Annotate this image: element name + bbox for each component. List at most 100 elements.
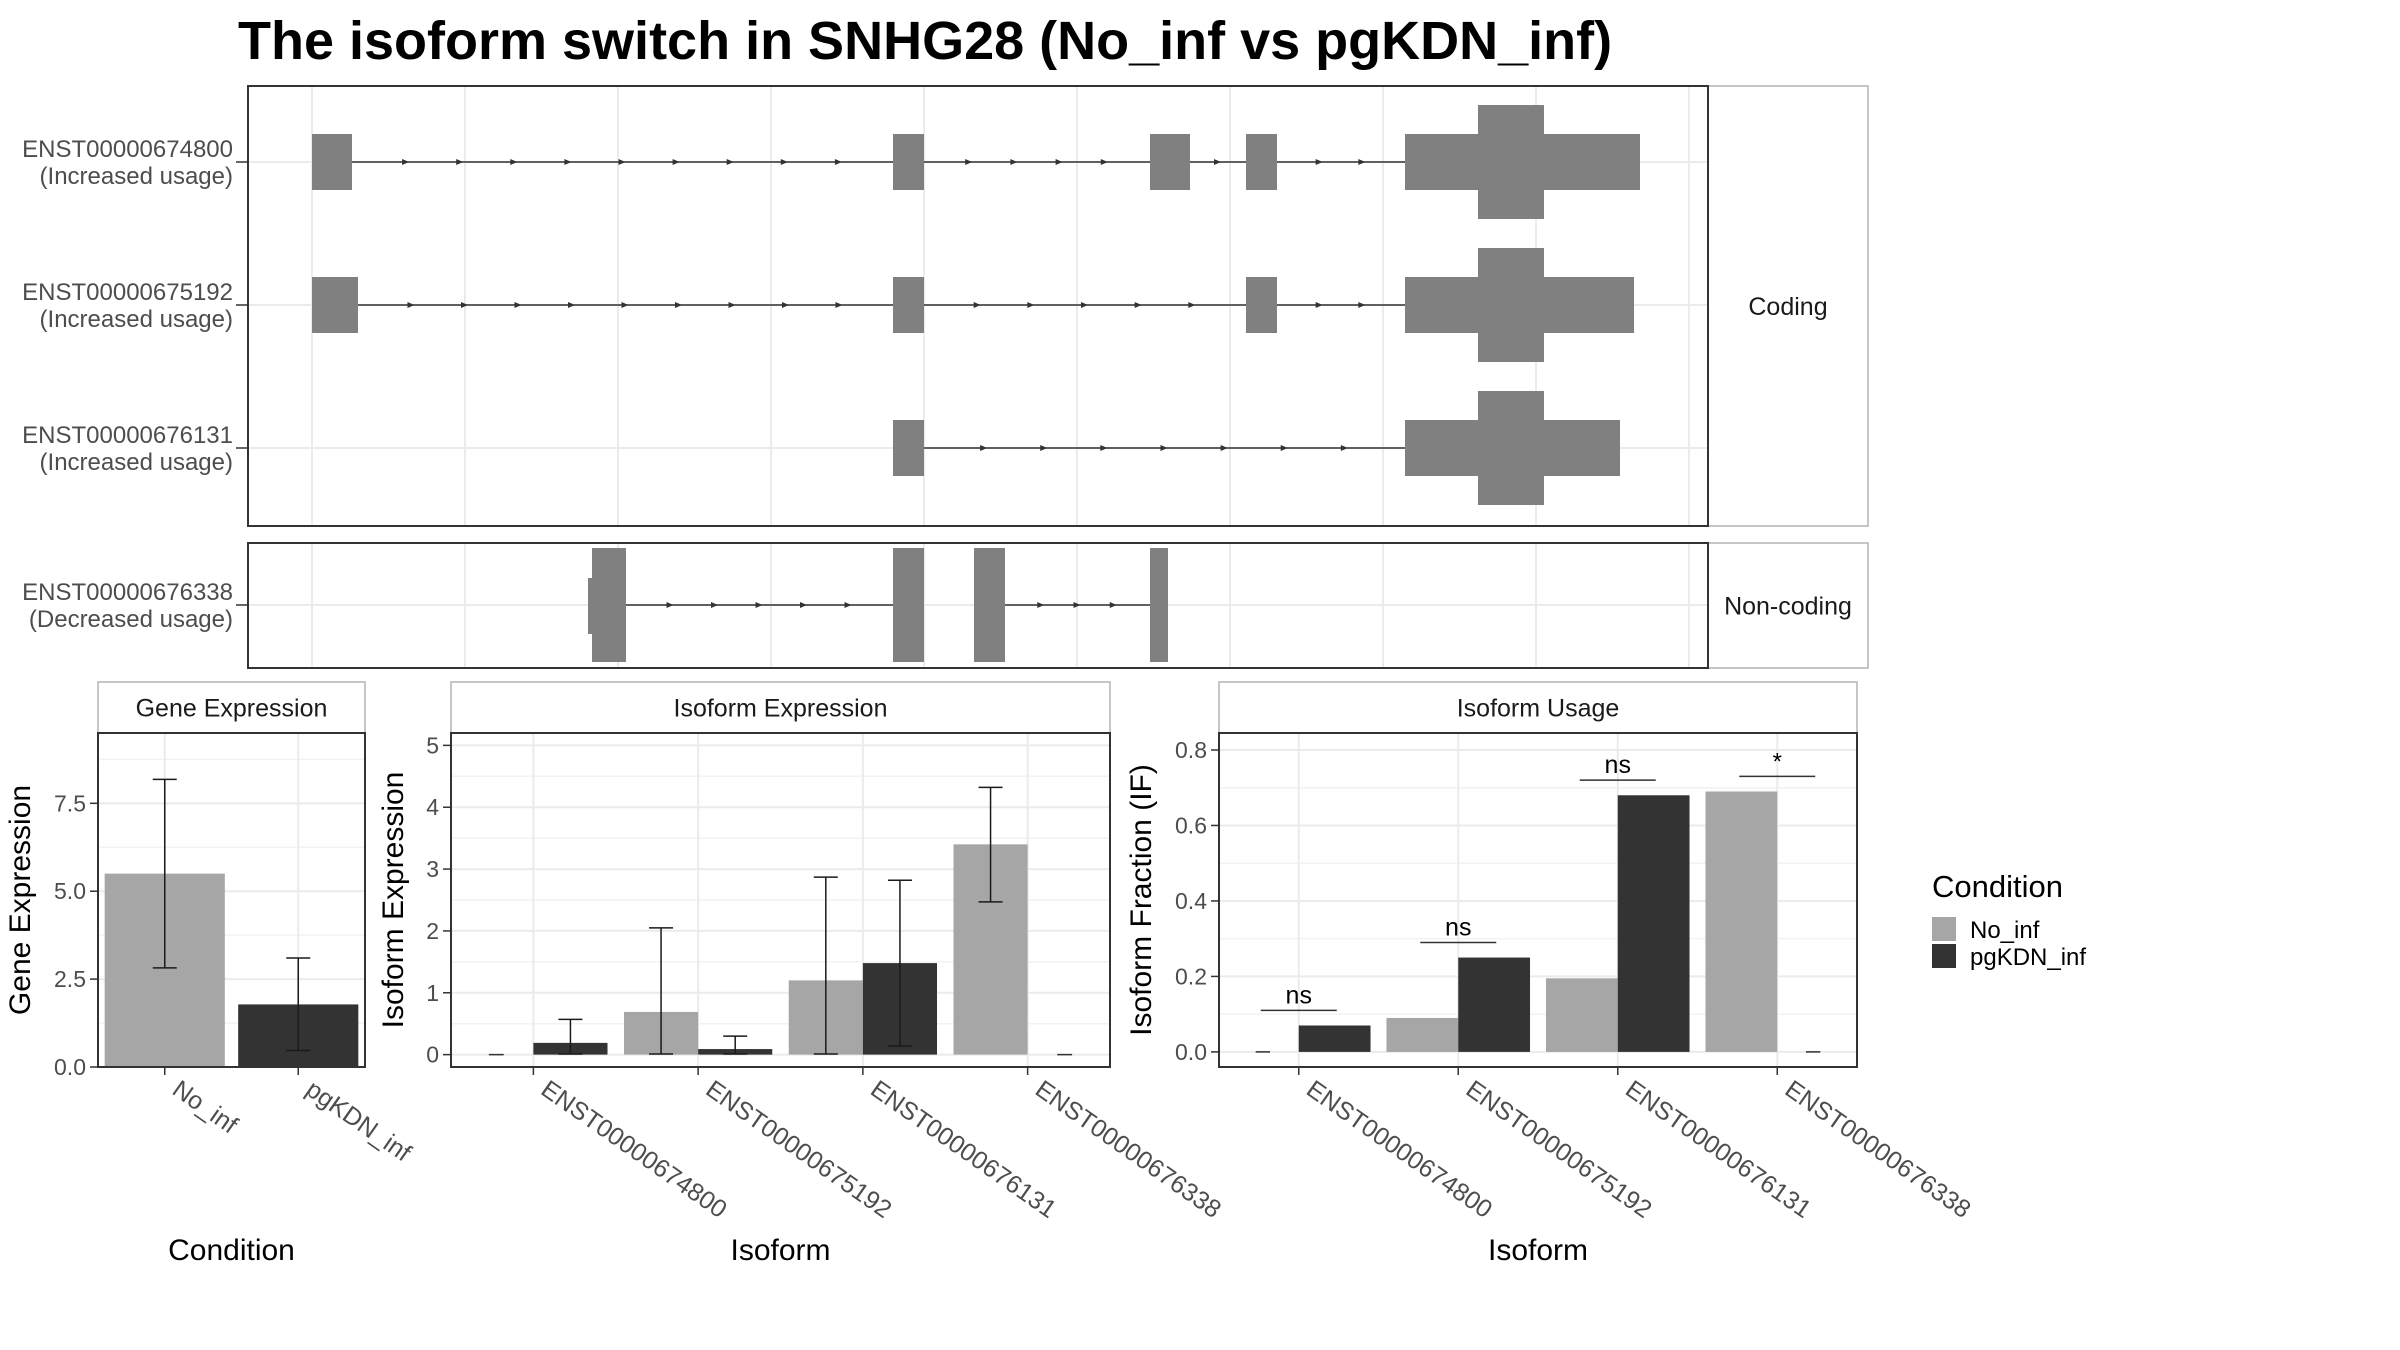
transcript-usage: (Increased usage) (40, 163, 233, 190)
transcript-id: ENST00000676131 (22, 422, 233, 449)
intron-arrow (780, 159, 788, 165)
intron-arrow (965, 159, 973, 165)
cds-exon-block (1478, 248, 1544, 362)
legend-label: No_inf (1970, 917, 2040, 944)
exon-block (893, 134, 924, 190)
gene-expression-plot-border (97, 732, 366, 1068)
intron-arrow (835, 302, 843, 308)
intron-arrow (1010, 159, 1018, 165)
facet-strip (1707, 85, 1869, 527)
intron-arrow (1027, 302, 1035, 308)
exon-block (592, 548, 626, 662)
isoform-expression-xaxis-title: Isoform (730, 1234, 830, 1267)
exon-block (1150, 548, 1168, 662)
intron-arrow (1188, 302, 1196, 308)
exon-block (588, 578, 594, 634)
isoform-usage-strip-title: Isoform Usage (1457, 695, 1620, 723)
facet-strip (1707, 542, 1869, 669)
intron-arrow (973, 302, 981, 308)
gene-expression-ytick-label: 5.0 (54, 878, 86, 904)
intron-arrow (980, 445, 988, 451)
isoform-usage-sig-label: ns (1445, 913, 1471, 941)
cds-exon-block (1478, 105, 1544, 219)
transcript-usage: (Decreased usage) (29, 606, 233, 633)
intron-arrow (1315, 159, 1323, 165)
intron-arrow (675, 302, 682, 308)
legend-key (1932, 944, 1956, 968)
isoform-usage-ytick-label: 0.6 (1175, 812, 1207, 838)
isoform-usage-ytick-label: 0.2 (1175, 963, 1207, 989)
gene-expression-yaxis-title: Gene Expression (4, 785, 37, 1015)
structure-panel-border (247, 85, 1709, 527)
exon-block (893, 277, 924, 333)
exon-block (893, 420, 924, 476)
isoform-expression-plot-border (450, 732, 1111, 1068)
isoform-usage-bar (1705, 791, 1778, 1052)
gene-expression-xtick-label: pgKDN_inf (301, 1075, 416, 1167)
isoform-usage-sig-label: ns (1605, 751, 1631, 779)
gene-expression-ytick-label: 0.0 (54, 1054, 86, 1080)
isoform-usage-sig-label: ns (1286, 981, 1312, 1009)
intron-arrow (621, 302, 629, 308)
transcript-usage: (Increased usage) (40, 306, 233, 333)
chart-title: The isoform switch in SNHG28 (No_inf vs … (238, 11, 1613, 71)
intron-arrow (1160, 445, 1168, 451)
intron-arrow (1040, 445, 1048, 451)
transcript-label: ENST00000674800(Increased usage) (22, 136, 233, 190)
isoform-usage-bar (1458, 957, 1531, 1052)
gene-expression-xtick-label: No_inf (167, 1075, 242, 1139)
legend-key (1932, 917, 1956, 941)
isoform-expression-ytick-label: 5 (426, 732, 439, 758)
isoform-usage-bar (1545, 978, 1618, 1052)
intron-arrow (782, 302, 789, 308)
exon-block (974, 548, 1005, 662)
isoform-expression-ytick-label: 2 (426, 918, 439, 944)
transcript-label: ENST00000675192(Increased usage) (22, 279, 233, 333)
isoform-expression-ytick-label: 1 (426, 980, 439, 1006)
intron-arrow (1073, 602, 1081, 608)
gene-expression-strip-title: Gene Expression (136, 695, 328, 723)
facet-strip-label: Non-coding (1724, 593, 1852, 621)
intron-arrow (1220, 445, 1228, 451)
intron-arrow (844, 602, 852, 608)
intron-arrow (510, 159, 518, 165)
intron-arrow (1315, 302, 1323, 308)
intron-arrow (834, 159, 842, 165)
intron-arrow (1081, 302, 1088, 308)
isoform-usage-ytick-label: 0.0 (1175, 1039, 1207, 1065)
intron-arrow (1358, 302, 1366, 308)
intron-arrow (1100, 159, 1108, 165)
intron-arrow (407, 302, 415, 308)
legend-title: Condition (1932, 869, 2063, 904)
exon-block (312, 277, 358, 333)
isoform-usage-sig-label: * (1773, 748, 1782, 775)
intron-arrow (564, 159, 572, 165)
intron-arrow (514, 302, 522, 308)
intron-arrow (666, 602, 674, 608)
intron-arrow (402, 159, 410, 165)
gene-expression-xaxis-title: Condition (168, 1234, 295, 1267)
intron-arrow (1214, 159, 1221, 165)
intron-arrow (461, 302, 468, 308)
isoform-usage-bar (1386, 1017, 1459, 1052)
transcript-label: ENST00000676338(Decreased usage) (22, 579, 233, 633)
intron-arrow (1358, 159, 1366, 165)
transcript-usage: (Increased usage) (40, 449, 233, 476)
isoform-usage-ytick-label: 0.8 (1175, 737, 1207, 763)
isoform-expression-ytick-label: 4 (426, 794, 439, 820)
intron-arrow (728, 302, 736, 308)
transcript-id: ENST00000675192 (22, 279, 233, 306)
isoform-expression-strip-title: Isoform Expression (674, 695, 888, 723)
facet-strip-label: Coding (1748, 293, 1827, 321)
exon-block (1150, 134, 1190, 190)
intron-arrow (672, 159, 680, 165)
isoform-expression-ytick-label: 3 (426, 856, 439, 882)
isoform-usage-bar (1617, 795, 1690, 1052)
legend-label: pgKDN_inf (1970, 944, 2086, 971)
intron-arrow (1134, 302, 1142, 308)
isoform-usage-bar (1298, 1025, 1371, 1052)
intron-arrow (1100, 445, 1108, 451)
isoform-usage-xaxis-title: Isoform (1488, 1234, 1588, 1267)
intron-arrow (711, 602, 718, 608)
